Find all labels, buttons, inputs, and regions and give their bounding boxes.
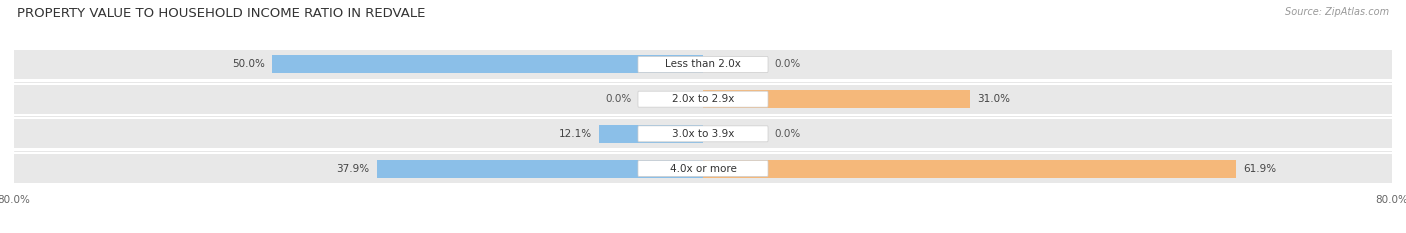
Text: 12.1%: 12.1%: [558, 129, 592, 139]
Bar: [273, 55, 703, 73]
Bar: [14, 154, 1392, 183]
Text: 4.0x or more: 4.0x or more: [669, 164, 737, 174]
Bar: [599, 125, 703, 143]
Text: 2.0x to 2.9x: 2.0x to 2.9x: [672, 94, 734, 104]
Bar: [14, 50, 1392, 79]
Bar: [377, 160, 703, 178]
Text: Less than 2.0x: Less than 2.0x: [665, 59, 741, 69]
Text: 31.0%: 31.0%: [977, 94, 1010, 104]
FancyBboxPatch shape: [638, 126, 768, 142]
FancyBboxPatch shape: [638, 161, 768, 176]
Text: Source: ZipAtlas.com: Source: ZipAtlas.com: [1285, 7, 1389, 17]
Text: 0.0%: 0.0%: [775, 129, 801, 139]
Bar: [14, 85, 1392, 114]
FancyBboxPatch shape: [638, 57, 768, 72]
Text: 50.0%: 50.0%: [232, 59, 266, 69]
Text: 61.9%: 61.9%: [1243, 164, 1277, 174]
Bar: [703, 90, 970, 108]
Text: 3.0x to 3.9x: 3.0x to 3.9x: [672, 129, 734, 139]
Bar: [14, 119, 1392, 148]
Text: 0.0%: 0.0%: [775, 59, 801, 69]
FancyBboxPatch shape: [638, 91, 768, 107]
Text: 37.9%: 37.9%: [336, 164, 370, 174]
Bar: [703, 160, 1236, 178]
Text: PROPERTY VALUE TO HOUSEHOLD INCOME RATIO IN REDVALE: PROPERTY VALUE TO HOUSEHOLD INCOME RATIO…: [17, 7, 425, 20]
Text: 0.0%: 0.0%: [605, 94, 631, 104]
